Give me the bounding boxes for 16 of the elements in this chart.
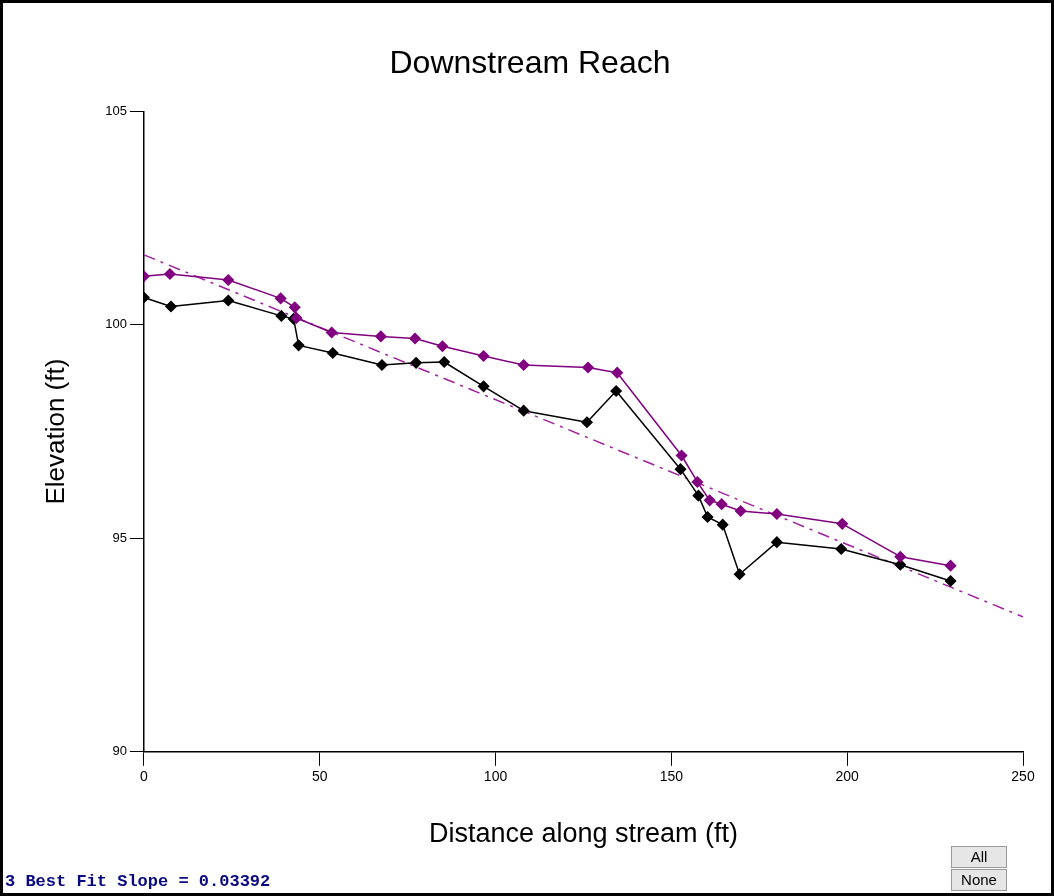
x-tick-label: 200 xyxy=(835,768,860,785)
x-tick-label: 150 xyxy=(659,768,684,785)
chart-title: Downstream Reach xyxy=(389,44,671,81)
text: None xyxy=(951,869,1007,891)
x-axis-title: Distance along stream (ft) xyxy=(428,818,739,849)
text: 3 Best Fit Slope = 0.03392 xyxy=(5,872,271,891)
y-tick-label: 90 xyxy=(112,743,127,759)
text: All xyxy=(951,846,1007,868)
y-tick-label: 95 xyxy=(112,529,127,545)
x-tick-label: 0 xyxy=(139,768,148,785)
x-tick-label: 250 xyxy=(1011,768,1035,785)
y-tick-label: 100 xyxy=(105,316,127,332)
x-tick-label: 100 xyxy=(483,768,508,785)
y-tick-label: 105 xyxy=(105,102,127,118)
x-tick-label: 50 xyxy=(311,768,328,785)
y-axis-title: Elevation (ft) xyxy=(39,358,70,505)
